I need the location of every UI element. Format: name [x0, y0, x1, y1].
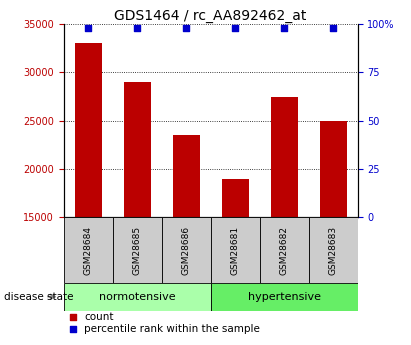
Bar: [320, 121, 346, 217]
Bar: [162, 217, 211, 283]
Bar: [124, 82, 151, 217]
Text: GSM28683: GSM28683: [328, 226, 337, 275]
Point: [69, 315, 76, 320]
Point: [330, 25, 336, 31]
Bar: [211, 217, 260, 283]
Text: GSM28681: GSM28681: [231, 226, 240, 275]
Bar: [64, 283, 210, 310]
Point: [232, 25, 238, 31]
Bar: [211, 283, 358, 310]
Bar: [260, 217, 309, 283]
Bar: [173, 135, 200, 217]
Text: hypertensive: hypertensive: [247, 292, 321, 302]
Point: [183, 25, 189, 31]
Bar: [222, 179, 249, 217]
Bar: [64, 217, 113, 283]
Text: disease state: disease state: [4, 292, 74, 302]
Text: normotensive: normotensive: [99, 292, 175, 302]
Point: [134, 25, 141, 31]
Point: [69, 327, 76, 332]
Bar: [270, 97, 298, 217]
Point: [85, 25, 92, 31]
Text: GSM28684: GSM28684: [84, 226, 93, 275]
Bar: [75, 43, 102, 217]
Text: percentile rank within the sample: percentile rank within the sample: [84, 324, 260, 334]
Text: GSM28682: GSM28682: [279, 226, 289, 275]
Text: count: count: [84, 312, 114, 322]
Point: [281, 25, 287, 31]
Bar: [113, 217, 162, 283]
Text: GSM28686: GSM28686: [182, 226, 191, 275]
Text: GSM28685: GSM28685: [133, 226, 142, 275]
Bar: [309, 217, 358, 283]
Title: GDS1464 / rc_AA892462_at: GDS1464 / rc_AA892462_at: [114, 9, 307, 23]
